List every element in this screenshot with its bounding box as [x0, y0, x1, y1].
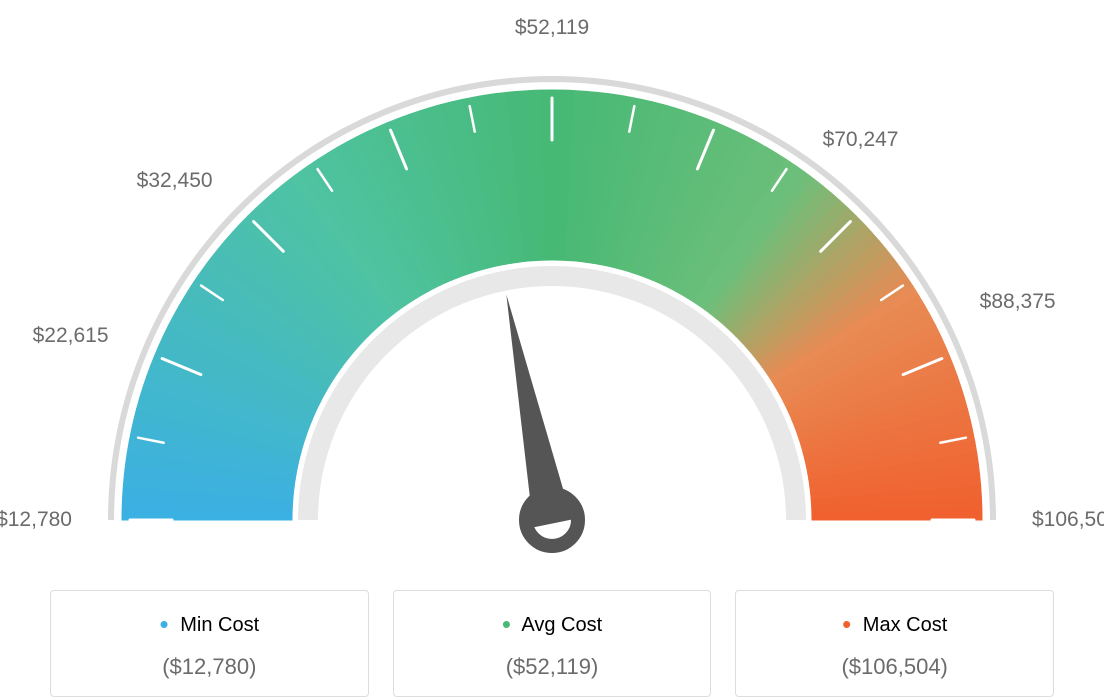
legend-card-min: • Min Cost ($12,780): [50, 590, 369, 697]
legend-card-avg: • Avg Cost ($52,119): [393, 590, 712, 697]
legend-row: • Min Cost ($12,780) • Avg Cost ($52,119…: [20, 590, 1084, 697]
gauge-tick-label: $32,450: [137, 169, 213, 193]
legend-title-min: • Min Cost: [61, 609, 358, 640]
bullet-max-icon: •: [842, 609, 851, 639]
bullet-avg-icon: •: [502, 609, 511, 639]
legend-title-avg-text: Avg Cost: [521, 614, 602, 636]
legend-title-min-text: Min Cost: [180, 614, 259, 636]
gauge-svg: [20, 20, 1084, 560]
gauge-tick-label: $70,247: [823, 128, 899, 152]
gauge-tick-label: $106,504: [1032, 508, 1104, 532]
gauge-tick-label: $12,780: [0, 508, 72, 532]
gauge-tick-label: $22,615: [33, 324, 109, 348]
bullet-min-icon: •: [160, 609, 169, 639]
gauge-tick-label: $52,119: [515, 16, 589, 40]
gauge-tick-label: $88,375: [980, 290, 1056, 314]
legend-value-max: ($106,504): [746, 654, 1043, 680]
legend-title-max: • Max Cost: [746, 609, 1043, 640]
legend-card-max: • Max Cost ($106,504): [735, 590, 1054, 697]
legend-value-min: ($12,780): [61, 654, 358, 680]
gauge-container: $12,780$22,615$32,450$52,119$70,247$88,3…: [20, 20, 1084, 560]
legend-title-avg: • Avg Cost: [404, 609, 701, 640]
legend-value-avg: ($52,119): [404, 654, 701, 680]
legend-title-max-text: Max Cost: [863, 614, 947, 636]
